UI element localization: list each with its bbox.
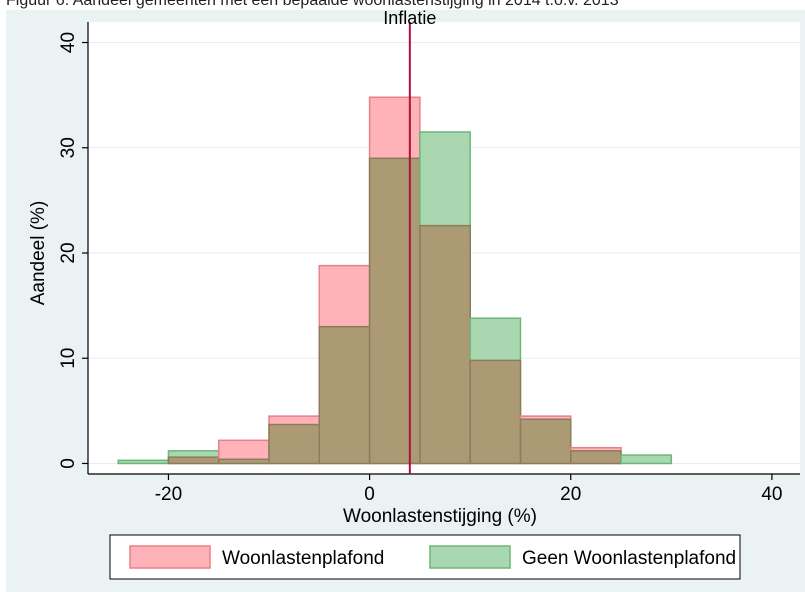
x-axis-label: Woonlastenstijging (%) xyxy=(343,506,537,527)
y-axis-label: Aandeel (%) xyxy=(28,201,49,306)
axes: 0 10 20 30 40 -20 0 20 40 Woonlastenstijging (%) A… xyxy=(28,22,800,527)
bar-overlap--15 xyxy=(217,458,270,465)
bar-overlap--10 xyxy=(268,423,321,465)
legend-swatch-geen-woonlastenplafond xyxy=(429,545,511,569)
bar-geen-woonlastenplafond--25 xyxy=(117,459,170,465)
y-tick-label-3: 30 xyxy=(58,137,79,158)
chart-area: 0 10 20 30 40 -20 0 20 40 Woonlastenstijging (%) A… xyxy=(6,8,805,592)
figure-caption: Figuur 6: Aandeel gemeenten met een bepa… xyxy=(6,0,619,9)
annotations: Inflatie xyxy=(383,8,436,474)
bar-overlap-15 xyxy=(519,418,572,465)
y-tick-label-2: 20 xyxy=(58,242,79,263)
bar-overlap-0 xyxy=(368,157,421,465)
legend-label-geen-woonlastenplafond: Geen Woonlastenplafond xyxy=(522,548,736,569)
bar-geen-woonlastenplafond-25 xyxy=(620,454,673,465)
histogram-chart: 0 10 20 30 40 -20 0 20 40 Woonlastenstijging (%) A… xyxy=(28,8,800,580)
bar-overlap-10 xyxy=(469,359,522,465)
inflation-label: Inflatie xyxy=(383,10,436,28)
legend-box xyxy=(109,534,741,580)
legend-label-woonlastenplafond: Woonlastenplafond xyxy=(222,548,384,569)
x-tick-label-3: 40 xyxy=(761,484,782,505)
x-tick-label-2: 20 xyxy=(560,484,581,505)
y-tick-label-0: 0 xyxy=(58,458,79,469)
legend: Woonlastenplafond Geen Woonlastenplafond xyxy=(109,534,741,580)
histogram-bars xyxy=(117,96,673,465)
bar-overlap--5 xyxy=(318,325,371,465)
legend-swatch-woonlastenplafond xyxy=(129,545,211,569)
x-tick-label-0: -20 xyxy=(155,484,182,505)
bar-overlap--20 xyxy=(167,456,220,465)
y-tick-label-4: 40 xyxy=(58,32,79,53)
bar-overlap-5 xyxy=(419,224,471,465)
x-tick-label-1: 0 xyxy=(364,484,375,505)
y-tick-label-1: 10 xyxy=(58,348,79,369)
bar-overlap-20 xyxy=(569,450,622,465)
